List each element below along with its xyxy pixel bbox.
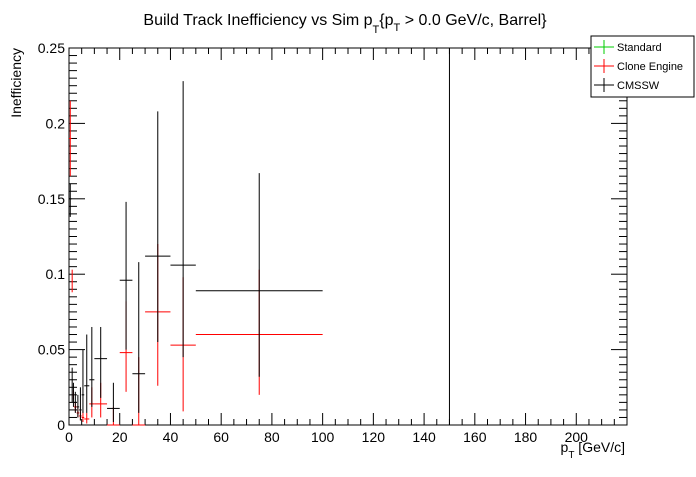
x-tick-label: 0 xyxy=(65,429,73,445)
data-point xyxy=(94,326,108,398)
data-point xyxy=(195,173,323,377)
data-point xyxy=(71,367,73,403)
data-point xyxy=(84,412,90,424)
data-point xyxy=(145,111,171,343)
legend-label: CMSSW xyxy=(617,80,660,92)
y-tick-label: 0 xyxy=(57,417,65,433)
x-tick-label: 200 xyxy=(565,429,589,445)
data-point xyxy=(69,100,72,177)
legend-entry: CMSSW xyxy=(594,78,660,92)
chart-title: Build Track Inefficiency vs Sim pT{pT > … xyxy=(143,12,547,36)
x-axis-label: pT [GeV/c] xyxy=(561,439,625,461)
x-tick-label: 20 xyxy=(112,429,128,445)
y-tick-label: 0.2 xyxy=(46,115,66,131)
y-axis-label: Inefficiency xyxy=(8,48,24,118)
data-point xyxy=(119,201,133,350)
data-point xyxy=(76,394,80,418)
data-point xyxy=(81,349,85,413)
x-tick-label: 40 xyxy=(163,429,179,445)
x-tick-label: 140 xyxy=(412,429,436,445)
x-tick-label: 160 xyxy=(463,429,487,445)
legend: Standard Clone Engine CMSSW xyxy=(590,35,695,98)
y-axis: 0 0.05 0.1 0.15 0.2 0.25 xyxy=(38,40,627,433)
legend-label: Clone Engine xyxy=(617,61,683,73)
x-tick-label: 60 xyxy=(213,429,229,445)
data-series-layer xyxy=(69,48,450,426)
x-tick-label: 120 xyxy=(362,429,386,445)
legend-label: Standard xyxy=(617,42,662,54)
series-cmssw xyxy=(69,48,450,425)
x-tick-label: 100 xyxy=(311,429,335,445)
data-point xyxy=(79,387,82,421)
x-axis: 0 20 40 60 80 100 120 140 160 180 200 xyxy=(65,48,615,445)
y-tick-label: 0.1 xyxy=(46,266,66,282)
x-tick-label: 80 xyxy=(264,429,280,445)
y-tick-label: 0.15 xyxy=(38,191,65,207)
data-point xyxy=(81,411,85,422)
legend-entry: Clone Engine xyxy=(594,59,683,73)
y-tick-label: 0.05 xyxy=(38,342,65,358)
data-point xyxy=(107,382,120,422)
legend-entry: Standard xyxy=(594,40,662,54)
data-point xyxy=(89,326,95,407)
data-point xyxy=(170,81,196,358)
data-point xyxy=(69,183,72,217)
x-tick-label: 180 xyxy=(514,429,538,445)
data-point xyxy=(72,382,75,407)
data-point xyxy=(74,391,77,413)
data-point xyxy=(71,269,73,293)
y-tick-label: 0.25 xyxy=(38,40,65,56)
data-point xyxy=(84,334,90,413)
data-point xyxy=(132,262,146,413)
